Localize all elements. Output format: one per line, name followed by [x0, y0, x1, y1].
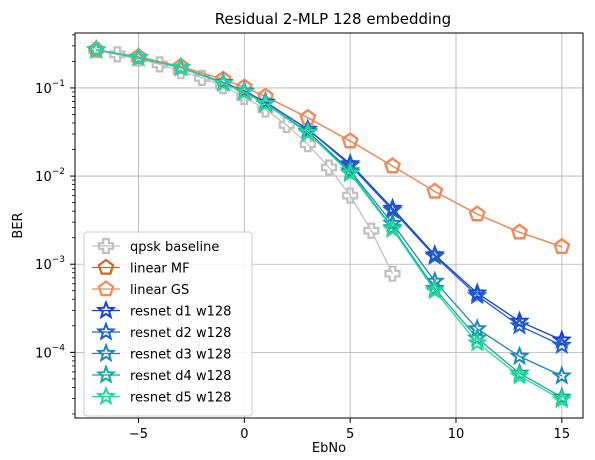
x-tick-label: 0	[240, 427, 248, 442]
data-point	[299, 136, 316, 153]
data-point	[363, 222, 380, 239]
data-point	[212, 72, 234, 92]
data-point	[509, 345, 530, 366]
data-point	[551, 386, 573, 406]
data-point	[551, 329, 573, 349]
legend-label: resnet d4 w128	[130, 369, 231, 384]
data-point	[468, 205, 486, 222]
data-point	[509, 310, 530, 331]
data-point	[235, 78, 253, 95]
legend-label: resnet d2 w128	[130, 326, 231, 341]
data-point	[172, 57, 190, 74]
axis-ticks: −5 0 5 10 15 10−4 10−3 10−2 10−1	[35, 34, 571, 442]
legend-marker	[97, 258, 115, 275]
data-point	[255, 92, 276, 113]
series-line	[96, 49, 563, 248]
y-tick-label: 10−4	[35, 343, 65, 361]
data-point	[382, 216, 403, 237]
legend-label: resnet d5 w128	[130, 391, 231, 406]
plot-series	[85, 39, 573, 409]
legend-item: resnet d3 w128	[92, 342, 231, 363]
plot-area-frame	[74, 32, 584, 419]
data-point	[424, 277, 446, 298]
data-point	[320, 159, 338, 176]
data-point	[255, 91, 276, 111]
data-point	[511, 223, 528, 240]
data-point	[551, 334, 573, 355]
data-point	[339, 154, 361, 174]
data-point	[424, 244, 446, 264]
data-point	[509, 314, 530, 335]
legend-item: linear GS	[92, 280, 189, 298]
data-point	[426, 182, 444, 199]
data-point	[466, 284, 488, 305]
data-point	[341, 132, 359, 149]
data-point	[278, 116, 295, 134]
x-tick-label: 10	[448, 427, 465, 442]
data-point	[384, 157, 401, 174]
legend-item: qpsk baseline	[92, 237, 219, 255]
legend-item: resnet d5 w128	[92, 385, 231, 406]
legend-marker	[95, 299, 117, 320]
x-tick-label: −5	[129, 427, 148, 442]
x-axis-label: EbNo	[312, 441, 346, 456]
x-tick-label: 5	[346, 427, 354, 442]
series-line	[96, 49, 563, 401]
legend-label: qpsk baseline	[130, 240, 219, 255]
series-line	[96, 49, 563, 248]
y-tick-label: 10−1	[35, 79, 65, 97]
chart-title: Residual 2-MLP 128 embedding	[215, 10, 451, 28]
legend-marker	[97, 237, 115, 255]
x-tick-label: 15	[554, 427, 571, 442]
legend-marker	[95, 364, 117, 384]
data-point	[339, 162, 361, 183]
legend-label: resnet d1 w128	[130, 305, 231, 320]
y-tick-label: 10−2	[35, 167, 65, 185]
data-point	[234, 81, 255, 101]
data-point	[170, 56, 192, 77]
legend: qpsk baseline linear MF linear GS resnet d1…	[83, 231, 253, 417]
legend-item: linear MF	[92, 258, 190, 277]
data-point	[551, 365, 573, 385]
series-resnet-d5-w128	[85, 39, 573, 409]
legend-label: linear MF	[130, 262, 190, 277]
data-point	[384, 265, 401, 282]
data-point	[466, 332, 488, 352]
y-tick-label: 10−3	[35, 255, 65, 273]
data-point	[342, 187, 359, 204]
legend-item: resnet d1 w128	[92, 299, 231, 320]
data-point	[553, 237, 571, 254]
legend-marker	[95, 321, 117, 341]
data-point	[85, 39, 107, 59]
legend-marker	[95, 385, 117, 406]
data-point	[424, 280, 446, 300]
data-point	[424, 245, 446, 266]
data-point	[193, 69, 211, 87]
data-point	[551, 388, 573, 409]
legend-marker	[95, 342, 117, 363]
data-point	[382, 218, 403, 238]
data-point	[382, 197, 403, 218]
data-point	[130, 48, 147, 65]
y-axis-label: BER	[11, 212, 26, 238]
legend-item: resnet d2 w128	[92, 321, 231, 341]
data-point	[509, 365, 530, 385]
data-point	[297, 122, 319, 142]
legend-label: linear GS	[130, 283, 189, 298]
legend-marker	[97, 280, 115, 297]
legend-label: resnet d3 w128	[130, 348, 231, 363]
data-point	[128, 47, 149, 67]
legend-box	[83, 231, 253, 417]
legend-item: resnet d4 w128	[92, 364, 231, 384]
